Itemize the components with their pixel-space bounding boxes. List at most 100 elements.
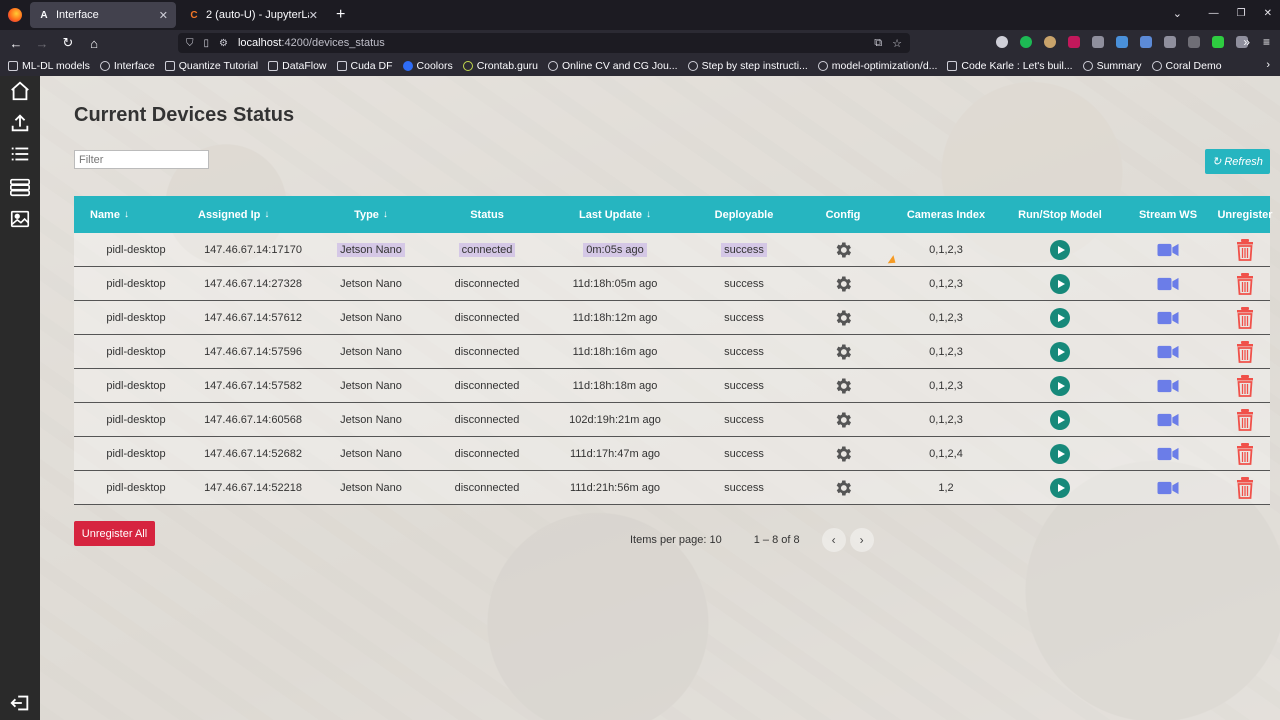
menu-icon[interactable]: ≡ — [1262, 35, 1270, 49]
bookmark-item[interactable]: Cuda DF — [336, 60, 393, 72]
config-button[interactable] — [798, 403, 888, 436]
filter-input[interactable] — [74, 150, 209, 169]
tab-interface[interactable]: A Interface ✕ — [30, 2, 176, 28]
paginator: Items per page: 10 1 – 8 of 8 ‹ › — [630, 528, 878, 552]
home-icon[interactable]: ⌂ — [90, 35, 98, 51]
cell-name-text: pidl-desktop — [106, 447, 166, 460]
extension-icon[interactable] — [1068, 36, 1080, 48]
close-window-icon[interactable]: ✕ — [1263, 8, 1272, 19]
url-bar[interactable]: ⛉ ▯ ⚙ localhost:4200/devices_status ⧉ ☆ — [178, 33, 910, 53]
new-tab-icon[interactable]: + — [336, 6, 346, 23]
bookmark-item[interactable]: model-optimization/d... — [817, 60, 937, 72]
bookmark-item[interactable]: Summary — [1082, 60, 1142, 72]
cell-deployable: success — [690, 471, 798, 504]
app-sidebar — [0, 76, 40, 720]
extension-icon[interactable] — [1044, 36, 1056, 48]
refresh-button[interactable]: ↻ Refresh — [1205, 149, 1270, 174]
overflow-icon[interactable]: » — [1243, 35, 1250, 49]
bookmark-item[interactable]: Code Karle : Let's buil... — [947, 60, 1073, 72]
stream-ws-button[interactable] — [1116, 335, 1220, 368]
video-camera-icon — [1157, 481, 1179, 495]
header-assigned-ip[interactable]: Assigned Ip ↓ — [198, 208, 270, 221]
pocket-icon[interactable] — [996, 36, 1008, 48]
config-button[interactable] — [798, 301, 888, 334]
stream-ws-button[interactable] — [1116, 369, 1220, 402]
items-per-page[interactable]: Items per page: 10 — [630, 534, 722, 546]
unregister-button[interactable] — [1220, 437, 1270, 470]
devices-icon[interactable] — [9, 176, 31, 198]
cell-type: Jetson Nano — [308, 403, 434, 436]
config-button[interactable] — [798, 267, 888, 300]
minimize-icon[interactable]: — — [1208, 8, 1219, 19]
run-stop-model-button[interactable] — [1004, 267, 1116, 300]
run-stop-model-button[interactable] — [1004, 335, 1116, 368]
config-button[interactable] — [798, 335, 888, 368]
config-button[interactable] — [798, 471, 888, 504]
extension-icon[interactable] — [1140, 36, 1152, 48]
extension-icon[interactable] — [1212, 36, 1224, 48]
unregister-button[interactable] — [1220, 233, 1270, 266]
bookmark-item[interactable]: Crontab.guru — [462, 60, 538, 72]
chevron-down-icon[interactable]: ⌄ — [1172, 8, 1182, 20]
header-type[interactable]: Type ↓ — [354, 208, 388, 221]
extension-icon[interactable] — [1092, 36, 1104, 48]
run-stop-model-button[interactable] — [1004, 471, 1116, 504]
stream-ws-button[interactable] — [1116, 437, 1220, 470]
extension-icon[interactable] — [1188, 36, 1200, 48]
unregister-button[interactable] — [1220, 301, 1270, 334]
previous-page-button[interactable]: ‹ — [821, 528, 846, 552]
run-stop-model-button[interactable] — [1004, 437, 1116, 470]
close-icon[interactable]: ✕ — [308, 9, 318, 22]
logout-icon[interactable] — [9, 692, 31, 714]
bookmark-item[interactable]: Online CV and CG Jou... — [548, 60, 678, 72]
bookmark-item[interactable]: Quantize Tutorial — [164, 60, 258, 72]
config-button[interactable] — [798, 437, 888, 470]
stream-ws-button[interactable] — [1116, 403, 1220, 436]
bookmark-item[interactable]: Coolors — [402, 60, 453, 72]
star-icon[interactable]: ☆ — [892, 37, 902, 50]
tab-jupyterlab[interactable]: C 2 (auto-U) - JupyterLab ✕ — [180, 2, 326, 28]
header-name[interactable]: Name ↓ — [90, 208, 129, 221]
back-icon[interactable]: ← — [9, 35, 23, 51]
stream-ws-button[interactable] — [1116, 267, 1220, 300]
stream-ws-button[interactable] — [1116, 233, 1220, 266]
run-stop-model-button[interactable] — [1004, 403, 1116, 436]
extension-icon[interactable] — [1020, 36, 1032, 48]
header-last-update[interactable]: Last Update ↓ — [579, 208, 651, 221]
forward-icon[interactable]: → — [35, 35, 49, 51]
home-icon[interactable] — [9, 80, 31, 102]
cell-deployable-text: success — [724, 481, 764, 494]
close-icon[interactable]: ✕ — [158, 9, 168, 22]
upload-icon[interactable] — [9, 112, 31, 134]
bookmark-item[interactable]: Step by step instructi... — [687, 60, 808, 72]
maximize-icon[interactable]: ❐ — [1236, 8, 1246, 19]
image-icon[interactable] — [9, 208, 31, 230]
bookmark-item[interactable]: ML-DL models — [8, 60, 90, 72]
run-stop-model-button[interactable] — [1004, 233, 1116, 266]
config-button[interactable] — [798, 369, 888, 402]
unregister-button[interactable] — [1220, 403, 1270, 436]
chevron-right-icon[interactable]: › — [1266, 59, 1270, 71]
unregister-all-button[interactable]: Unregister All — [74, 521, 155, 546]
unregister-button[interactable] — [1220, 369, 1270, 402]
extension-icon[interactable] — [1236, 36, 1248, 48]
reload-icon[interactable]: ↻ — [62, 35, 74, 50]
run-stop-model-button[interactable] — [1004, 369, 1116, 402]
play-icon — [1050, 341, 1070, 362]
unregister-button[interactable] — [1220, 267, 1270, 300]
cell-status: disconnected — [434, 437, 540, 470]
translate-icon[interactable]: ⧉ — [874, 36, 883, 49]
extension-icon[interactable] — [1164, 36, 1176, 48]
next-page-button[interactable]: › — [849, 528, 874, 552]
unregister-button[interactable] — [1220, 471, 1270, 504]
unregister-button[interactable] — [1220, 335, 1270, 368]
bookmark-item[interactable]: Coral Demo — [1151, 60, 1222, 72]
stream-ws-button[interactable] — [1116, 301, 1220, 334]
bookmark-item[interactable]: DataFlow — [268, 60, 327, 72]
extension-icon[interactable] — [1116, 36, 1128, 48]
list-icon[interactable] — [9, 143, 31, 165]
stream-ws-button[interactable] — [1116, 471, 1220, 504]
config-button[interactable] — [798, 233, 888, 266]
bookmark-item[interactable]: Interface — [99, 60, 155, 72]
run-stop-model-button[interactable] — [1004, 301, 1116, 334]
